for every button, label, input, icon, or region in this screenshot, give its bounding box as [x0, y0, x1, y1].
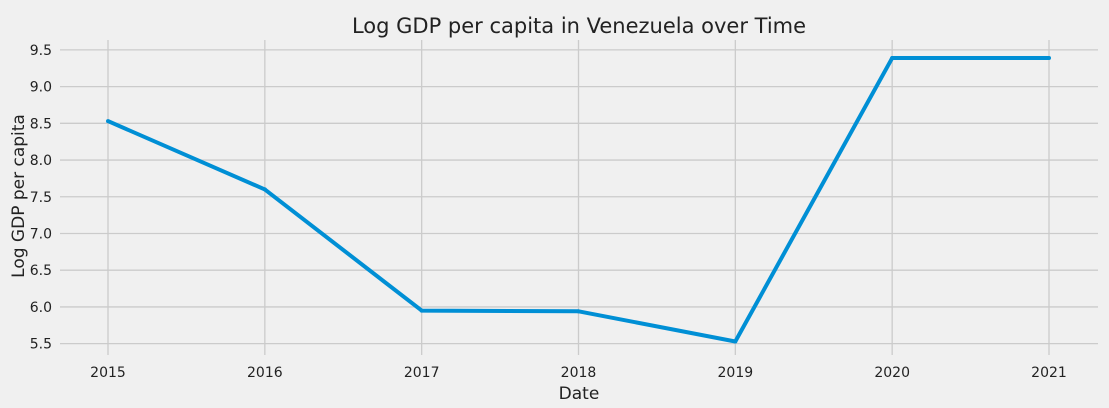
x-tick-label: 2015: [90, 365, 126, 381]
data-point: [106, 119, 110, 124]
x-axis-title: Date: [559, 384, 600, 404]
series-lines: [106, 55, 1051, 344]
y-tick-label: 8.0: [30, 153, 52, 169]
data-point: [890, 55, 895, 60]
data-point: [419, 308, 424, 313]
x-tick-label: 2019: [718, 365, 754, 381]
y-tick-label: 9.5: [30, 43, 52, 59]
x-tick-labels: 2015 2016 2017 2018 2019 2020 2021: [90, 365, 1067, 381]
y-tick-label: 8.5: [30, 116, 52, 132]
data-point: [576, 309, 581, 314]
y-tick-label: 6.0: [30, 300, 52, 316]
y-tick-label: 5.5: [30, 337, 52, 353]
data-point: [262, 187, 267, 192]
y-tick-labels: 5.5 6.0 6.5 7.0 7.5 8.0 8.5 9.0 9.5: [30, 43, 52, 353]
x-tick-label: 2018: [561, 365, 597, 381]
y-tick-label: 9.0: [30, 80, 52, 96]
y-tick-label: 6.5: [30, 263, 52, 279]
x-tick-label: 2017: [404, 365, 440, 381]
y-tick-label: 7.0: [30, 226, 52, 242]
x-tick-label: 2016: [247, 365, 283, 381]
data-point: [1047, 55, 1051, 60]
grid-lines: [60, 40, 1098, 355]
x-tick-label: 2020: [874, 365, 910, 381]
x-tick-label: 2021: [1031, 365, 1067, 381]
chart-title: Log GDP per capita in Venezuela over Tim…: [352, 14, 806, 38]
y-tick-label: 7.5: [30, 190, 52, 206]
data-point: [733, 339, 738, 344]
y-axis-title: Log GDP per capita: [9, 114, 29, 278]
